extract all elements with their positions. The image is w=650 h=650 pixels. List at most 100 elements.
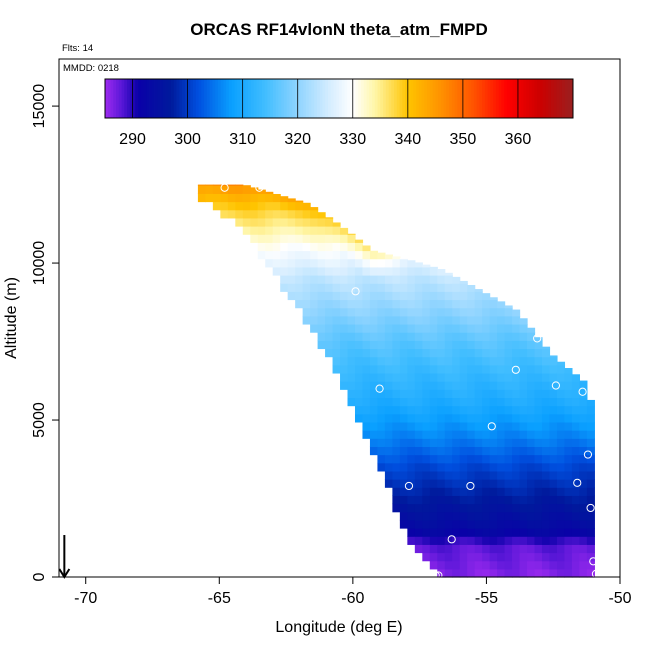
colorbar-swatch (234, 79, 238, 118)
heatmap-cell (512, 552, 521, 562)
colorbar-swatch (198, 79, 202, 118)
heatmap-cell (519, 323, 528, 333)
heatmap-cell (489, 323, 498, 333)
heatmap-cell (504, 487, 513, 496)
heatmap-cell (354, 283, 364, 292)
heatmap-cell (571, 374, 580, 382)
heatmap-cell (534, 438, 543, 447)
heatmap-cell (489, 462, 498, 472)
heatmap-cell (459, 291, 468, 301)
heatmap-cell (280, 250, 289, 260)
colorbar-swatch (363, 79, 367, 118)
heatmap-cell (399, 299, 408, 309)
colorbar-swatch (504, 79, 508, 118)
heatmap-cell (579, 536, 588, 545)
colorbar-swatch (135, 79, 139, 118)
heatmap-cell (549, 389, 558, 399)
heatmap-cell (295, 274, 304, 284)
heatmap-cell (504, 568, 513, 578)
heatmap-cell (340, 381, 349, 390)
heatmap-cell (452, 389, 461, 399)
heatmap-cell (564, 389, 573, 399)
colorbar-swatch (250, 79, 255, 118)
heatmap-cell (272, 250, 281, 260)
heatmap-cell (325, 307, 334, 317)
heatmap-cell (489, 364, 498, 374)
heatmap-cell (310, 307, 319, 317)
heatmap-cell (482, 528, 491, 537)
heatmap-cell (586, 462, 595, 472)
heatmap-cell (534, 364, 543, 374)
heatmap-cell (541, 528, 551, 537)
heatmap-cell (384, 323, 393, 333)
colorbar-swatch (215, 79, 219, 118)
heatmap-cell (504, 454, 513, 464)
heatmap-cell (489, 421, 498, 431)
heatmap-cell (459, 299, 468, 309)
heatmap-cell (399, 421, 408, 431)
heatmap-cell (384, 364, 393, 374)
colorbar-swatch (372, 79, 376, 118)
colorbar-swatch (564, 79, 568, 118)
heatmap-cell (452, 519, 461, 529)
colorbar-swatch (443, 79, 447, 118)
heatmap-cell (512, 503, 521, 513)
heatmap-cell (444, 528, 453, 537)
heatmap-cell (422, 528, 431, 537)
heatmap-cell (504, 389, 513, 399)
heatmap-cell (399, 364, 408, 374)
heatmap-cell (497, 301, 506, 309)
heatmap-cell (265, 258, 274, 268)
heatmap-cell (541, 536, 551, 545)
heatmap-cell (414, 454, 423, 464)
heatmap-cell (422, 421, 431, 431)
heatmap-cell (467, 405, 476, 415)
heatmap-cell (235, 217, 244, 227)
heatmap-cell (377, 315, 386, 325)
heatmap-cell (399, 258, 408, 268)
heatmap-cell (489, 495, 498, 505)
heatmap-cell (220, 184, 229, 186)
colorbar-swatch (476, 79, 480, 118)
heatmap-cell (467, 536, 476, 545)
heatmap-cell (362, 245, 371, 252)
heatmap-cell (541, 372, 551, 382)
heatmap-cell (242, 193, 251, 203)
heatmap-cell (556, 430, 566, 439)
heatmap-cell (429, 536, 438, 545)
heatmap-cell (467, 430, 476, 439)
heatmap-cell (317, 274, 326, 284)
heatmap-cell (467, 519, 476, 529)
heatmap-cell (489, 479, 498, 488)
heatmap-cell (429, 479, 438, 488)
heatmap-cell (534, 430, 543, 439)
heatmap-cell (310, 234, 319, 243)
heatmap-cell (422, 511, 431, 521)
heatmap-cell (452, 479, 461, 488)
heatmap-cell (534, 356, 543, 366)
heatmap-cell (571, 528, 580, 537)
heatmap-cell (474, 348, 483, 358)
heatmap-cell (444, 454, 453, 464)
heatmap-cell (444, 511, 453, 521)
colorbar-swatch (451, 79, 456, 118)
colorbar-swatch (316, 79, 321, 118)
heatmap-cell (467, 528, 476, 537)
heatmap-cell (444, 397, 453, 407)
heatmap-cell (407, 511, 416, 521)
observation-marker (322, 202, 331, 211)
heatmap-cell (467, 438, 476, 447)
heatmap-cell (399, 397, 408, 407)
heatmap-cell (407, 503, 416, 513)
heatmap-cell (392, 454, 401, 464)
heatmap-cell (504, 348, 513, 358)
heatmap-cell (452, 421, 461, 431)
heatmap-cell (414, 405, 423, 415)
heatmap-cell (549, 568, 558, 578)
colorbar-swatch (195, 79, 199, 118)
heatmap-cell (527, 356, 536, 366)
heatmap-cell (504, 430, 513, 439)
heatmap-cell (422, 479, 431, 488)
heatmap-cell (429, 462, 438, 472)
heatmap-cell (384, 274, 393, 284)
